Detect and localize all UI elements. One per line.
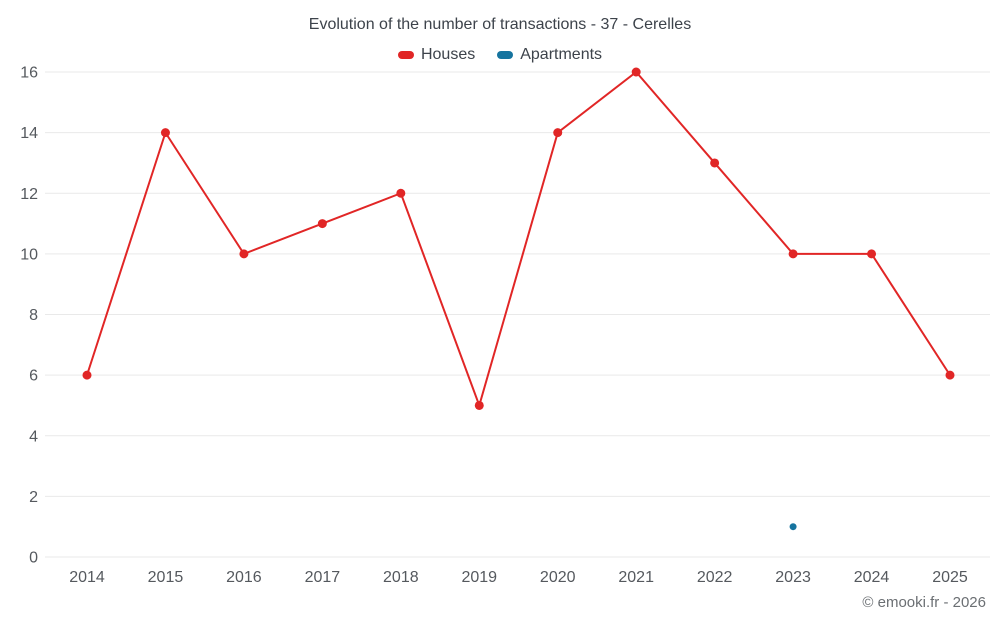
y-tick-label: 0 xyxy=(29,550,38,567)
data-point-houses xyxy=(317,219,327,229)
data-point-houses xyxy=(710,158,720,168)
x-tick-label: 2021 xyxy=(618,569,654,586)
copyright-text: © emooki.fr - 2026 xyxy=(862,594,986,611)
y-tick-label: 16 xyxy=(20,65,38,82)
houses-legend-label: Houses xyxy=(420,46,476,63)
data-point-houses xyxy=(631,67,641,77)
y-tick-label: 8 xyxy=(29,307,38,324)
y-tick-label: 12 xyxy=(20,186,38,203)
series-line-houses xyxy=(86,70,951,409)
data-point-houses xyxy=(160,128,170,138)
x-tick-label: 2016 xyxy=(226,569,262,586)
x-tick-label: 2015 xyxy=(148,569,184,586)
y-tick-label: 10 xyxy=(20,246,38,263)
x-tick-label: 2014 xyxy=(69,569,105,586)
data-point-houses xyxy=(788,249,798,259)
data-point-houses xyxy=(239,249,249,259)
y-tick-label: 6 xyxy=(29,368,38,385)
y-tick-label: 14 xyxy=(20,125,38,142)
legend-item-houses[interactable]: Houses xyxy=(397,46,476,64)
chart-title: Evolution of the number of transactions … xyxy=(308,16,692,33)
x-tick-label: 2025 xyxy=(932,569,968,586)
y-tick-label: 4 xyxy=(29,428,38,445)
apartments-legend-marker-icon xyxy=(497,51,514,59)
x-tick-label: 2020 xyxy=(540,569,576,586)
houses-legend-marker-icon xyxy=(397,51,414,59)
data-point-houses xyxy=(396,188,406,198)
data-point-houses xyxy=(553,128,563,138)
data-point-houses xyxy=(474,400,484,410)
x-tick-label: 2019 xyxy=(461,569,497,586)
y-tick-label: 2 xyxy=(29,489,38,506)
x-tick-label: 2022 xyxy=(697,569,733,586)
apartments-legend-label: Apartments xyxy=(520,46,603,63)
x-tick-label: 2024 xyxy=(854,569,890,586)
legend-item-apartments[interactable]: Apartments xyxy=(497,46,602,64)
data-point-apartments xyxy=(789,523,797,531)
x-tick-label: 2023 xyxy=(775,569,811,586)
data-point-houses xyxy=(82,370,92,380)
chart-legend: Houses Apartments xyxy=(0,46,1000,64)
x-tick-label: 2017 xyxy=(305,569,341,586)
data-point-houses xyxy=(945,370,955,380)
data-point-houses xyxy=(867,249,877,259)
x-tick-label: 2018 xyxy=(383,569,419,586)
